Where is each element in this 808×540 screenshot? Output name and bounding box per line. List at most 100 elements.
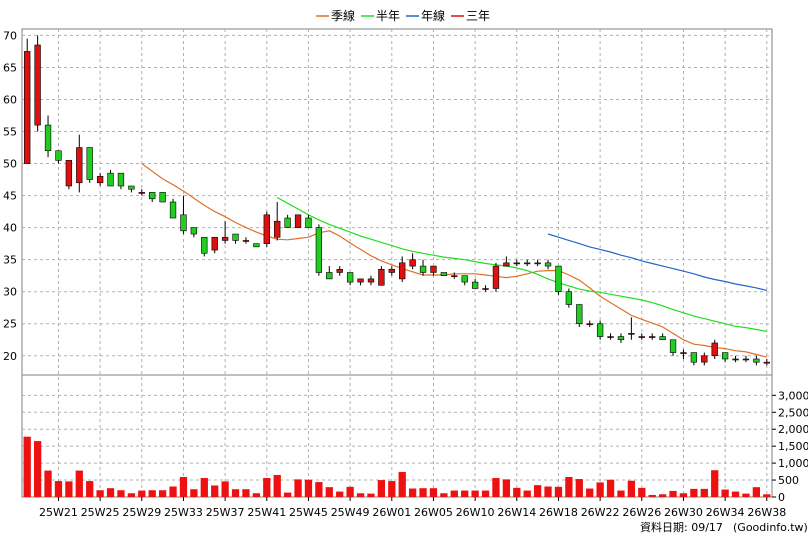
legend-label: 三年 <box>466 9 490 23</box>
volume-bar <box>398 471 406 497</box>
candle <box>617 333 625 343</box>
candle-body <box>149 192 156 200</box>
candle-body <box>65 160 73 187</box>
legend-item-three-year-ma: 三年 <box>451 9 490 23</box>
candle-body <box>586 323 593 326</box>
x-tick-label: 26W05 <box>414 506 453 519</box>
volume-bar <box>658 494 667 497</box>
volume-tick-label: 0 <box>778 491 785 504</box>
volume-bar <box>273 474 281 497</box>
volume-bar <box>513 487 521 497</box>
candle-body <box>190 227 198 235</box>
candle <box>763 358 770 366</box>
x-tick-label: 26W30 <box>664 506 703 519</box>
candlestick-series <box>24 35 770 366</box>
candle-body <box>742 358 750 361</box>
x-tick-label: 26W14 <box>497 506 536 519</box>
legend-item-quarter-ma: 季線 <box>316 8 355 23</box>
candle <box>55 150 62 164</box>
candle-body <box>503 262 510 267</box>
candle-body <box>378 268 385 286</box>
volume-bar <box>731 491 740 497</box>
price-tick-label: 30 <box>3 286 17 299</box>
volume-bar <box>586 488 594 497</box>
legend-label: 季線 <box>331 8 355 23</box>
volume-bar <box>106 488 115 497</box>
price-tick-label: 40 <box>3 222 17 235</box>
candle-body <box>76 147 83 184</box>
volume-bar <box>346 486 354 497</box>
volume-bar <box>461 490 469 497</box>
candle <box>336 266 343 276</box>
candle-body <box>628 333 635 335</box>
volume-bar <box>752 487 761 497</box>
candle <box>34 35 41 132</box>
candle <box>294 214 302 228</box>
volume-bar <box>565 477 573 497</box>
source-date: 資料日期: 09/17 <box>640 520 723 534</box>
candle <box>357 278 364 286</box>
candle-body <box>607 336 614 338</box>
x-tick-label: 25W25 <box>81 506 120 519</box>
volume-bar <box>429 488 438 497</box>
x-tick-label: 25W33 <box>164 506 203 519</box>
candle-body <box>576 304 583 325</box>
legend-label: 半年 <box>376 9 400 23</box>
price-tick-label: 25 <box>3 318 17 331</box>
candle <box>732 355 739 363</box>
volume-bar <box>450 490 458 497</box>
volume-bar <box>690 488 698 497</box>
candle <box>409 253 416 270</box>
candle-body <box>701 355 708 363</box>
candle-body <box>96 176 104 184</box>
volume-bar <box>96 490 104 497</box>
candle-body <box>565 291 573 305</box>
candle <box>86 147 93 183</box>
price-tick-label: 60 <box>3 93 17 106</box>
candle <box>305 214 312 228</box>
x-tick-label: 26W10 <box>456 506 495 519</box>
x-tick-label: 26W26 <box>622 506 661 519</box>
candle <box>628 317 635 340</box>
candle <box>107 169 114 187</box>
volume-bar <box>617 490 625 497</box>
volume-bar <box>325 487 333 497</box>
volume-bar <box>138 490 146 497</box>
candle <box>544 259 552 270</box>
x-tick-label: 25W45 <box>289 506 328 519</box>
candle-body <box>180 214 187 232</box>
candle-body <box>399 262 406 280</box>
candle <box>596 320 604 340</box>
candle-body <box>513 262 520 265</box>
candle-body <box>721 352 729 360</box>
candle-body <box>451 275 458 277</box>
volume-bar <box>367 493 375 497</box>
candle-body <box>388 268 395 273</box>
volume-bar <box>700 488 708 497</box>
x-tick-label: 26W22 <box>581 506 620 519</box>
volume-tick-label: 500 <box>778 474 799 487</box>
volume-bar <box>492 478 500 497</box>
legend-item-half-year-ma: 半年 <box>361 9 400 23</box>
volume-bar <box>763 494 771 497</box>
volume-bar <box>679 493 688 497</box>
volume-bar <box>294 479 302 497</box>
volume-bar <box>65 481 73 497</box>
volume-bar <box>721 489 729 497</box>
candle-body <box>471 281 479 289</box>
price-plot-area <box>21 28 773 376</box>
x-tick-label: 25W41 <box>247 506 286 519</box>
candle-body <box>419 265 427 273</box>
candle-body <box>763 361 770 364</box>
x-tick-label: 25W29 <box>122 506 161 519</box>
volume-bar <box>304 479 313 497</box>
price-tick-label: 70 <box>3 29 17 42</box>
source-site: (Goodinfo.tw) <box>733 521 808 534</box>
candle <box>555 265 562 295</box>
year-ma-line <box>547 233 767 291</box>
volume-bar <box>606 479 615 497</box>
candle-body <box>524 262 531 265</box>
candle <box>461 275 468 286</box>
candle-body <box>596 323 604 337</box>
candle <box>44 115 52 158</box>
